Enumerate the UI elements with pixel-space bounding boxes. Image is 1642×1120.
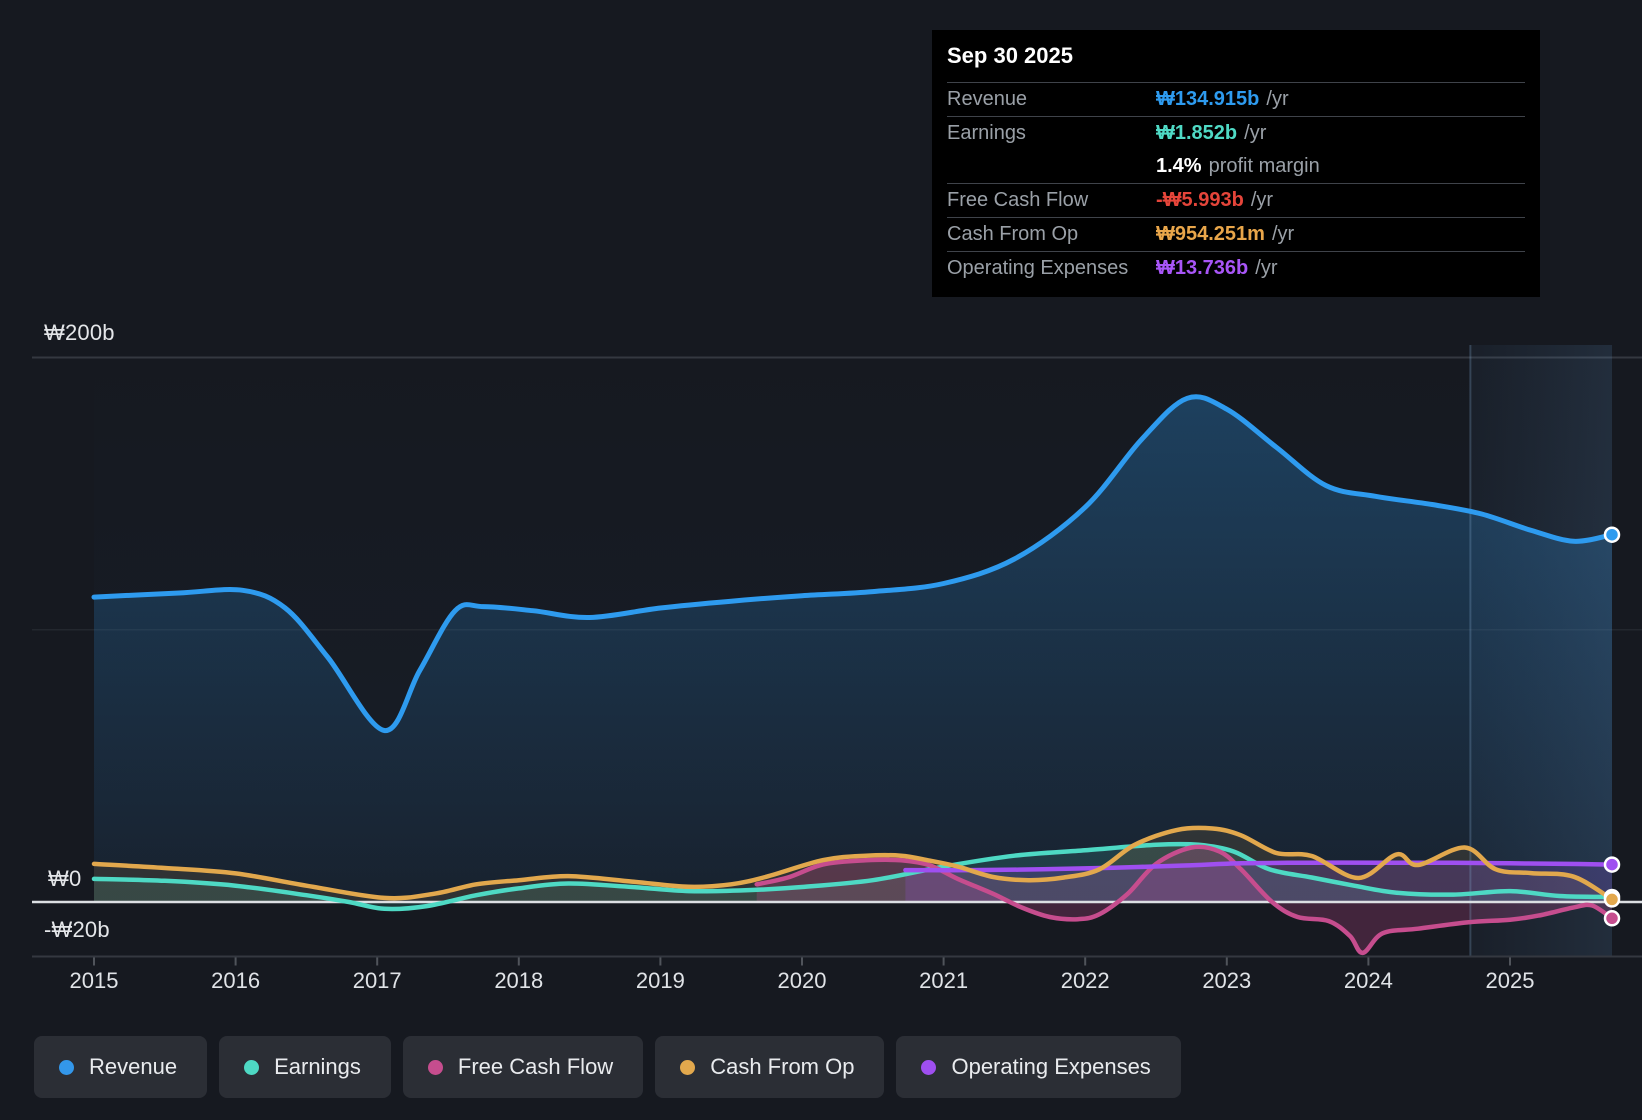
x-axis-label-2023: 2023 [1202,968,1252,993]
x-axis-label-2021: 2021 [919,968,969,993]
tooltip-value: ₩134.915b [1156,88,1260,110]
tooltip-value: ₩13.736b [1156,257,1249,279]
tooltip-row-cash-from-op: Cash From Op ₩954.251m /yr [947,217,1525,251]
tooltip-label: Earnings [947,122,1026,144]
legend-item-revenue[interactable]: Revenue [34,1036,208,1098]
legend-item-earnings[interactable]: Earnings [219,1036,391,1098]
tooltip-row-operating-expenses: Operating Expenses ₩13.736b /yr [947,251,1525,285]
x-axis-label-2024: 2024 [1343,968,1393,993]
legend-label: Cash From Op [710,1054,855,1079]
chart-legend: Revenue Earnings Free Cash Flow Cash Fro… [34,1036,1181,1098]
legend-label: Earnings [274,1054,361,1079]
tooltip-value: ₩1.852b [1156,122,1238,144]
tooltip-label: Operating Expenses [947,257,1129,279]
x-axis-label-2017: 2017 [352,968,402,993]
y-axis-label-0: ₩0 [48,866,82,891]
legend-label: Revenue [89,1054,178,1079]
y-axis-label-neg20b: -₩20b [44,917,110,942]
tooltip-label: Cash From Op [947,223,1079,245]
x-axis-label-2020: 2020 [777,968,827,993]
legend-label: Free Cash Flow [457,1054,614,1079]
x-axis-label-2015: 2015 [69,968,119,993]
operating-expenses-dot-icon [921,1059,937,1075]
tooltip-value: 1.4% [1156,155,1202,177]
tooltip-row-profit-margin: 1.4% profit margin [947,150,1525,183]
tooltip-row-revenue: Revenue ₩134.915b /yr [947,82,1525,116]
tooltip-row-earnings: Earnings ₩1.852b /yr [947,116,1525,150]
cash-from-op-dot-icon [680,1059,696,1075]
tooltip-suffix: /yr [1250,189,1274,211]
tooltip-suffix: profit margin [1208,155,1320,177]
legend-item-operating-expenses[interactable]: Operating Expenses [896,1036,1181,1098]
x-axis-label-2016: 2016 [211,968,261,993]
tooltip-row-free-cash-flow: Free Cash Flow -₩5.993b /yr [947,183,1525,217]
x-axis-label-2019: 2019 [635,968,685,993]
y-axis-label-200b: ₩200b [44,320,115,345]
legend-item-free-cash-flow[interactable]: Free Cash Flow [402,1036,644,1098]
legend-item-cash-from-op[interactable]: Cash From Op [655,1036,885,1098]
x-axis-label-2022: 2022 [1060,968,1110,993]
x-axis-label-2018: 2018 [494,968,544,993]
revenue-dot-icon [59,1059,74,1075]
tooltip-suffix: /yr [1271,223,1295,245]
tooltip-value: -₩5.993b [1156,189,1244,211]
tooltip-suffix: /yr [1244,122,1267,144]
tooltip-value: ₩954.251m [1156,223,1265,245]
tooltip-date: Sep 30 2025 [947,43,1073,68]
legend-label: Operating Expenses [951,1054,1151,1079]
chart-tooltip: Sep 30 2025 Revenue ₩134.915b /yr Earnin… [932,30,1540,297]
tooltip-label: Revenue [947,88,1028,110]
tooltip-suffix: /yr [1266,88,1289,110]
free-cash-flow-dot-icon [427,1059,443,1075]
earnings-dot-icon [244,1059,260,1075]
tooltip-label: Free Cash Flow [947,189,1089,211]
x-axis-label-2025: 2025 [1485,968,1535,993]
tooltip-suffix: /yr [1255,257,1278,279]
